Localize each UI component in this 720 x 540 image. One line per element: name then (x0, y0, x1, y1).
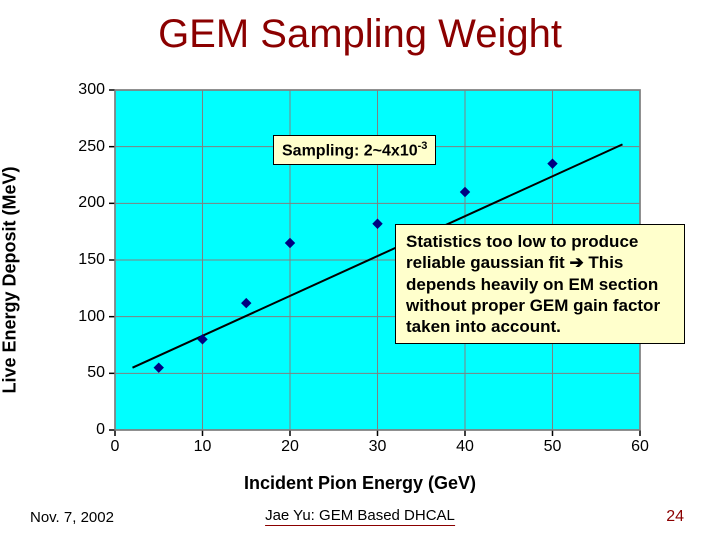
y-tick-label: 100 (78, 308, 105, 326)
y-axis-label: Live Energy Deposit (MeV) (0, 166, 21, 393)
footer-center: Jae Yu: GEM Based DHCAL (265, 507, 455, 527)
slide: GEM Sampling Weight Live Energy Deposit … (0, 0, 720, 540)
y-tick-label: 300 (78, 81, 105, 99)
x-tick-label: 60 (631, 438, 649, 456)
x-axis-label: Incident Pion Energy (GeV) (244, 473, 476, 494)
sampling-callout: Sampling: 2~4x10-3 (273, 135, 436, 165)
y-tick-label: 150 (78, 251, 105, 269)
x-tick-label: 50 (544, 438, 562, 456)
y-tick-label: 200 (78, 194, 105, 212)
x-tick-label: 10 (194, 438, 212, 456)
x-tick-label: 0 (111, 438, 120, 456)
footer-page-number: 24 (666, 508, 684, 526)
x-tick-label: 40 (456, 438, 474, 456)
stats-callout: Statistics too low to produce reliable g… (395, 224, 685, 344)
footer-date: Nov. 7, 2002 (30, 509, 114, 526)
y-tick-label: 250 (78, 138, 105, 156)
slide-title: GEM Sampling Weight (0, 12, 720, 57)
y-tick-label: 50 (87, 364, 105, 382)
x-tick-label: 30 (369, 438, 387, 456)
y-tick-label: 0 (96, 421, 105, 439)
x-tick-label: 20 (281, 438, 299, 456)
